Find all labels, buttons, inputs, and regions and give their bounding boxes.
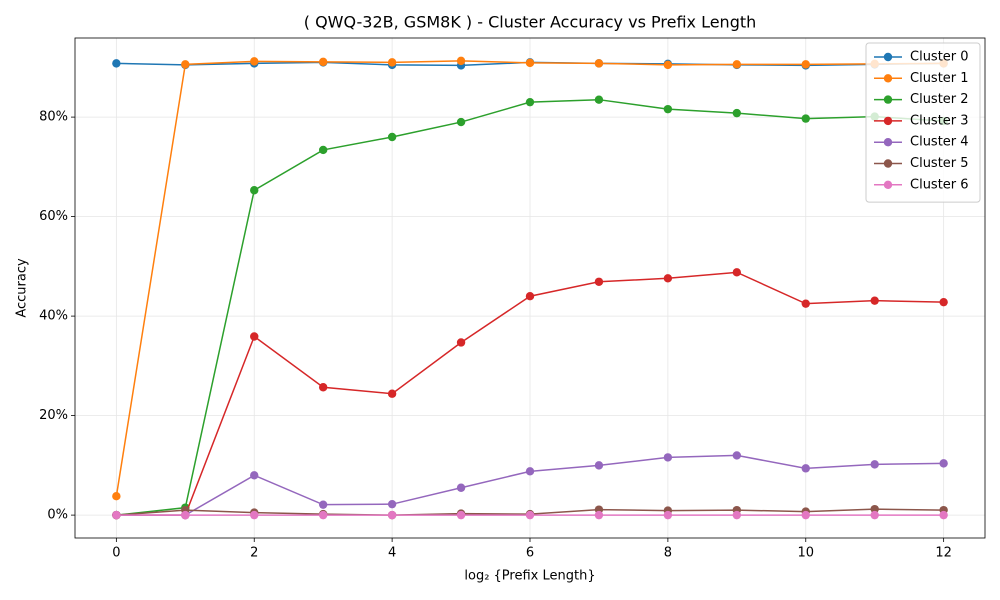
- x-tick-label: 8: [664, 546, 672, 561]
- x-tick-label: 6: [526, 546, 534, 561]
- legend-marker: [883, 52, 893, 62]
- legend-marker: [883, 180, 893, 189]
- legend-label: Cluster 6: [910, 177, 969, 192]
- point: [663, 274, 673, 283]
- legend-label: Cluster 3: [910, 113, 969, 128]
- point: [387, 510, 397, 520]
- point: [318, 510, 328, 520]
- legend: Cluster 0 Cluster 1 Cluster 2 Cluster 3 Clus…: [865, 42, 981, 203]
- point: [456, 510, 466, 520]
- point: [801, 114, 810, 123]
- point: [387, 389, 397, 398]
- point: [456, 483, 466, 492]
- legend-marker: [883, 116, 893, 126]
- point: [387, 132, 397, 142]
- point: [456, 338, 466, 347]
- point: [318, 500, 328, 509]
- x-tick-label: 12: [935, 546, 952, 561]
- point: [870, 510, 879, 520]
- point: [112, 492, 121, 501]
- point: [732, 451, 742, 460]
- point: [801, 60, 810, 69]
- point: [663, 453, 673, 462]
- legend-marker: [883, 74, 893, 83]
- y-tick-label: 80%: [39, 110, 68, 125]
- point: [250, 471, 259, 480]
- x-tick-label: 4: [388, 546, 396, 561]
- legend-label: Cluster 5: [910, 156, 969, 171]
- point: [456, 56, 466, 66]
- y-tick-label: 0%: [47, 508, 68, 523]
- legend-marker: [883, 95, 893, 104]
- point: [594, 461, 604, 470]
- legend-label: Cluster 1: [910, 71, 969, 86]
- point: [732, 510, 742, 520]
- y-tick-label: 60%: [39, 209, 68, 224]
- legend-label: Cluster 4: [910, 135, 969, 150]
- point: [318, 383, 328, 392]
- point: [732, 268, 742, 277]
- x-tick-label: 0: [112, 546, 120, 561]
- point: [525, 292, 535, 301]
- point: [250, 332, 259, 341]
- chart-title: ( QWQ-32B, GSM8K ) - Cluster Accuracy vs…: [304, 13, 757, 32]
- point: [939, 510, 948, 520]
- point: [732, 60, 742, 69]
- legend-box: [865, 42, 981, 203]
- point: [250, 186, 259, 195]
- point: [525, 58, 535, 68]
- point: [594, 277, 604, 286]
- point: [801, 464, 810, 473]
- y-tick-label: 40%: [39, 309, 68, 324]
- x-tick-label: 2: [250, 546, 258, 561]
- point: [525, 510, 535, 520]
- point: [318, 57, 328, 67]
- y-tick-label: 20%: [39, 408, 68, 423]
- point: [387, 499, 397, 509]
- point: [181, 510, 190, 520]
- legend-label: Cluster 0: [910, 50, 969, 65]
- point: [870, 504, 879, 514]
- point: [594, 95, 604, 104]
- point: [732, 108, 742, 118]
- point: [456, 117, 466, 127]
- point: [870, 460, 879, 469]
- point: [801, 510, 810, 520]
- y-axis-label: Accuracy: [15, 258, 30, 318]
- point: [112, 59, 121, 68]
- legend-marker: [883, 159, 893, 168]
- point: [387, 58, 397, 67]
- plot: [112, 56, 948, 520]
- point: [663, 104, 673, 114]
- x-tick-label: 10: [797, 546, 814, 561]
- point: [939, 297, 948, 307]
- point: [939, 459, 948, 468]
- point: [525, 97, 535, 107]
- point: [663, 60, 673, 70]
- legend-marker: [883, 138, 893, 147]
- point: [318, 145, 328, 155]
- point: [181, 60, 190, 69]
- point: [801, 299, 810, 308]
- point: [594, 510, 604, 520]
- grid: [75, 38, 985, 538]
- point: [250, 510, 259, 520]
- point: [250, 57, 259, 66]
- legend-label: Cluster 2: [910, 92, 969, 107]
- point: [663, 510, 673, 520]
- x-axis-label: log₂ {Prefix Length}: [464, 569, 595, 584]
- point: [594, 59, 604, 68]
- point: [525, 467, 535, 476]
- point: [870, 296, 879, 305]
- point: [112, 510, 121, 520]
